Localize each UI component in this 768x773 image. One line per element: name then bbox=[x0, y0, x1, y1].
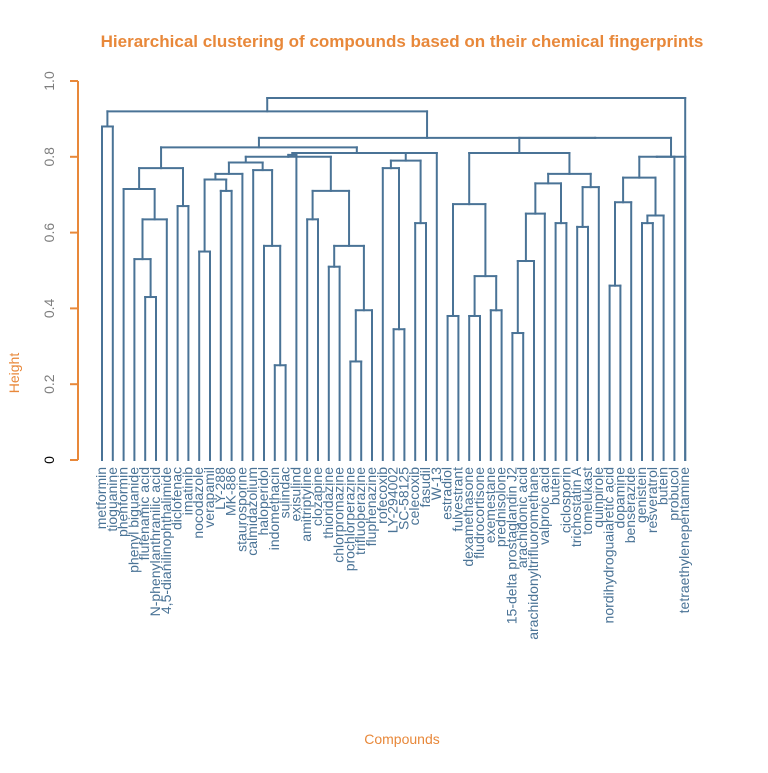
leaf-label: quinpirole bbox=[590, 467, 606, 528]
leaf-label: trichostatin A bbox=[568, 466, 584, 547]
leaf-label: prochlorperazine bbox=[341, 467, 357, 571]
leaf-label: estradiol bbox=[439, 467, 455, 520]
y-tick-label: 0.2 bbox=[41, 374, 57, 394]
leaf-label: phenformin bbox=[115, 467, 131, 537]
leaf-label: exemestane bbox=[482, 467, 498, 543]
leaf-label: rofecoxib bbox=[374, 467, 390, 524]
leaf-label: phenyl biguanide bbox=[125, 467, 141, 573]
y-axis: 0 0.2 0.4 0.6 0.8 1.0 bbox=[41, 71, 79, 464]
leaf-label: clozapine bbox=[309, 467, 325, 526]
leaf-label: prednisolone bbox=[493, 467, 509, 547]
leaf-label: fulvestrant bbox=[449, 467, 465, 532]
leaf-label: fasudil bbox=[417, 467, 433, 507]
leaf-label: tomelukast bbox=[579, 467, 595, 535]
y-axis-label: Height bbox=[6, 353, 22, 394]
leaf-label: metformin bbox=[93, 467, 109, 529]
leaf-label: calmidazolium bbox=[244, 467, 260, 556]
leaf-label: LY-288 bbox=[212, 467, 228, 510]
leaf-label: sulindac bbox=[277, 467, 293, 518]
leaf-label: butein bbox=[655, 467, 671, 505]
leaf-label: chlorpromazine bbox=[331, 467, 347, 563]
leaf-label: fluphenazine bbox=[363, 467, 379, 547]
leaf-label: benserazide bbox=[622, 467, 638, 543]
leaf-label: verapamil bbox=[201, 467, 217, 528]
leaf-label: trifluoperazine bbox=[352, 467, 368, 555]
leaf-label: celecoxib bbox=[406, 467, 422, 526]
leaf-label: LY-294002 bbox=[385, 467, 401, 533]
dendrogram-branches bbox=[101, 97, 687, 461]
leaf-label: exisulind bbox=[287, 467, 303, 521]
leaf-label: imatinib bbox=[179, 467, 195, 515]
leaf-label: haloperidol bbox=[255, 467, 271, 536]
y-tick-label: 0.4 bbox=[41, 298, 57, 318]
leaf-label: staurosporine bbox=[233, 467, 249, 552]
leaf-label: genistein bbox=[633, 467, 649, 523]
y-tick-label: 0 bbox=[41, 456, 57, 464]
leaf-label: dexamethasone bbox=[460, 467, 476, 567]
leaf-label: dopamine bbox=[611, 467, 627, 529]
leaf-label: butein bbox=[547, 467, 563, 505]
leaf-label: thioridazine bbox=[320, 467, 336, 539]
leaf-label: tetraethylenepentamine bbox=[676, 467, 692, 614]
leaf-label: arachidonic acid bbox=[514, 467, 530, 568]
y-tick-label: 0.6 bbox=[41, 223, 57, 243]
chart-title: Hierarchical clustering of compounds bas… bbox=[101, 32, 704, 51]
leaf-label: resveratrol bbox=[644, 467, 660, 533]
y-tick-label: 1.0 bbox=[41, 71, 57, 91]
leaf-label: W-13 bbox=[428, 467, 444, 500]
leaf-label: tioguanine bbox=[104, 467, 120, 532]
leaf-label: nocodazole bbox=[190, 467, 206, 539]
x-axis-label: Compounds bbox=[364, 731, 440, 747]
leaf-label: probucol bbox=[665, 467, 681, 521]
leaf-label: diclofenac bbox=[169, 467, 185, 530]
leaf-label: ciclosporin bbox=[557, 467, 573, 533]
y-tick-label: 0.8 bbox=[41, 147, 57, 167]
leaf-label: fludrocortisone bbox=[471, 467, 487, 559]
leaf-label: arachidonyltrifluoromethane bbox=[525, 467, 541, 640]
leaf-label: N-phenylanthranilic acid bbox=[147, 467, 163, 616]
leaf-label: flufenamic acid bbox=[136, 467, 152, 560]
leaf-label: nordihydroguaiaretic acid bbox=[601, 467, 617, 623]
leaf-label: SC-58125 bbox=[395, 467, 411, 530]
leaf-label: MK-886 bbox=[223, 467, 239, 516]
leaf-label: 4,5-dianilinophthalimide bbox=[158, 467, 174, 614]
leaf-label: indomethacin bbox=[266, 467, 282, 550]
leaf-label: amitriptyline bbox=[298, 467, 314, 542]
leaf-label: 15-delta prostaglandin J2 bbox=[503, 467, 519, 624]
leaf-label: valproic acid bbox=[536, 467, 552, 545]
